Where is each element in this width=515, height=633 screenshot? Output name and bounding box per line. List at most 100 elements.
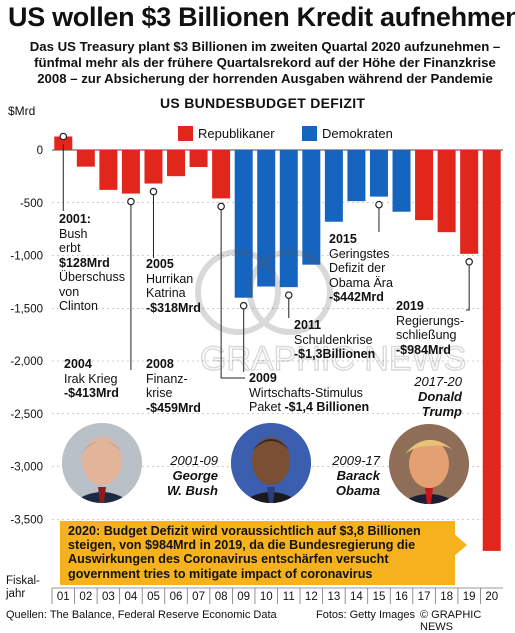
subtitle: Das US Treasury plant $3 Billionen im zw… bbox=[29, 39, 501, 86]
note-2015: 2015 Geringstes Defizit der Obama Ära -$44… bbox=[329, 232, 393, 305]
bar-10 bbox=[257, 150, 276, 287]
y-tick-label: -2,500 bbox=[10, 409, 43, 421]
bar-13 bbox=[324, 150, 343, 222]
note-2019: 2019 Regierungs- schließung -$984Mrd bbox=[396, 299, 464, 357]
note-2008-text: Finanz- krise bbox=[146, 371, 188, 401]
legend-swatch-republicans bbox=[178, 126, 193, 141]
note-2011-text: Schuldenkrise bbox=[294, 332, 373, 347]
footer-sources: Quellen: The Balance, Federal Reserve Ec… bbox=[6, 609, 277, 621]
obama-portrait bbox=[231, 423, 311, 503]
note-2005-year: 2005 bbox=[146, 257, 174, 271]
bars bbox=[54, 136, 501, 551]
note-2001: 2001: Bush erbt $128Mrd Überschuss von Clin… bbox=[59, 212, 125, 314]
x-tick-label: 18 bbox=[440, 591, 453, 603]
x-axis: 01 02 03 04 05 06 07 08 09 10 11 12 13 14 15 16 17 18 19 20 bbox=[51, 587, 503, 604]
page-title: US wollen $3 Billionen Kredit aufnehmen bbox=[8, 2, 515, 32]
leader-2005-dot bbox=[149, 187, 158, 196]
note-2019-text: Regierungs- schließung bbox=[396, 313, 465, 343]
bar-12 bbox=[302, 150, 321, 265]
leader-2015-dot bbox=[375, 200, 383, 209]
bar-06 bbox=[167, 150, 186, 177]
note-2004-value: -$413Mrd bbox=[64, 386, 119, 400]
watermark: GRAPHIC NEWS bbox=[195, 249, 467, 379]
note-2001-value: $128Mrd bbox=[59, 255, 110, 270]
x-tick-label: 08 bbox=[215, 591, 228, 603]
obama-label: 2009-17 Barack Obama bbox=[318, 453, 380, 498]
note-2015-text: Geringstes Defizit der Obama Ära bbox=[329, 246, 393, 290]
bar-17 bbox=[415, 150, 434, 221]
legend-republicans: Republikaner bbox=[178, 126, 275, 141]
x-tick-label: 04 bbox=[125, 591, 138, 603]
trump-portrait bbox=[389, 424, 469, 504]
bar-07 bbox=[189, 150, 208, 167]
leader-2009-dot bbox=[239, 301, 248, 310]
legend-democrats: Demokraten bbox=[302, 126, 393, 141]
y-tick-label: -3,000 bbox=[10, 462, 43, 474]
bar-01 bbox=[54, 136, 73, 150]
x-tick-label: 01 bbox=[57, 591, 70, 603]
legend-label-democrats: Demokraten bbox=[322, 126, 393, 141]
leader-2019-dot bbox=[465, 258, 473, 266]
x-tick-label: 13 bbox=[327, 591, 340, 603]
bar-08 bbox=[212, 150, 231, 199]
obama-name: Barack Obama bbox=[335, 468, 380, 498]
chart-title: US BUNDESBUDGET DEFIZIT bbox=[160, 95, 366, 111]
note-2005-value: -$318Mrd bbox=[146, 300, 201, 315]
leader-2019-line bbox=[466, 261, 470, 311]
annotation-leaders bbox=[59, 132, 473, 379]
note-2001-year: 2001: bbox=[59, 212, 91, 226]
note-2011-value: -$1,3Billionen bbox=[294, 347, 376, 361]
watermark-text: GRAPHIC NEWS bbox=[200, 340, 466, 378]
leader-2011-dot bbox=[284, 291, 293, 299]
note-2015-value: -$442Mrd bbox=[329, 290, 384, 304]
note-2009: 2009 Wirtschafts-Stimulus Paket -$1,4 Bil… bbox=[249, 371, 369, 415]
note-2001-text2: Überschuss von Clinton bbox=[59, 270, 125, 313]
note-2004-text: Irak Krieg bbox=[64, 371, 118, 386]
x-tick-label: 02 bbox=[79, 591, 92, 603]
fiscal-year-label: Fiskal- jahr bbox=[6, 575, 40, 600]
note-2019-year: 2019 bbox=[396, 299, 424, 313]
trump-years: 2017-20 bbox=[414, 374, 462, 389]
legend-swatch-democrats bbox=[302, 126, 317, 141]
x-tick-label: 16 bbox=[395, 591, 408, 603]
bar-03 bbox=[99, 150, 118, 190]
bush-years: 2001-09 bbox=[170, 453, 218, 468]
x-tick-label: 10 bbox=[260, 591, 273, 603]
note-2008-value: -$459Mrd bbox=[146, 400, 201, 415]
note-2009-year: 2009 bbox=[249, 371, 277, 385]
bar-02 bbox=[76, 150, 95, 167]
x-tick-label: 12 bbox=[305, 591, 318, 603]
x-tick-label: 05 bbox=[147, 591, 160, 603]
note-2005-text: Hurrikan Katrina bbox=[146, 271, 194, 301]
note-2001-text: Bush erbt bbox=[59, 226, 88, 256]
note-2004-year: 2004 bbox=[64, 357, 92, 371]
bar-09 bbox=[234, 150, 253, 298]
bar-11 bbox=[279, 150, 298, 288]
note-2008: 2008 Finanz- krise -$459Mrd bbox=[146, 357, 201, 415]
trump-name: Donald Trump bbox=[417, 389, 462, 419]
y-tick-label: -500 bbox=[20, 198, 43, 210]
bar-05 bbox=[144, 150, 163, 184]
x-tick-label: 20 bbox=[485, 591, 498, 603]
note-2009-value: -$1,4 Billionen bbox=[284, 400, 370, 414]
x-tick-label: 09 bbox=[237, 591, 250, 603]
note-2009-text: Wirtschafts-Stimulus Paket bbox=[249, 385, 363, 415]
bar-04 bbox=[121, 150, 140, 194]
x-tick-label: 19 bbox=[463, 591, 476, 603]
note-2019-value: -$984Mrd bbox=[396, 342, 451, 357]
x-tick-label: 11 bbox=[283, 591, 295, 603]
note-2015-year: 2015 bbox=[329, 232, 357, 246]
y-tick-label: -1,500 bbox=[10, 303, 43, 315]
bar-15 bbox=[369, 150, 388, 197]
y-axis-unit: $Mrd bbox=[8, 104, 36, 118]
y-tick-label: -1,000 bbox=[10, 251, 43, 263]
y-tick-label: 0 bbox=[37, 145, 43, 157]
leader-2001-dot bbox=[59, 132, 68, 141]
bush-name: George W. Bush bbox=[166, 468, 218, 498]
bush-label: 2001-09 George W. Bush bbox=[156, 453, 218, 498]
trump-label: 2017-20 Donald Trump bbox=[400, 374, 462, 419]
note-2004: 2004 Irak Krieg -$413Mrd bbox=[64, 357, 119, 401]
bar-14 bbox=[347, 150, 366, 202]
leader-2004-dot bbox=[127, 197, 135, 206]
